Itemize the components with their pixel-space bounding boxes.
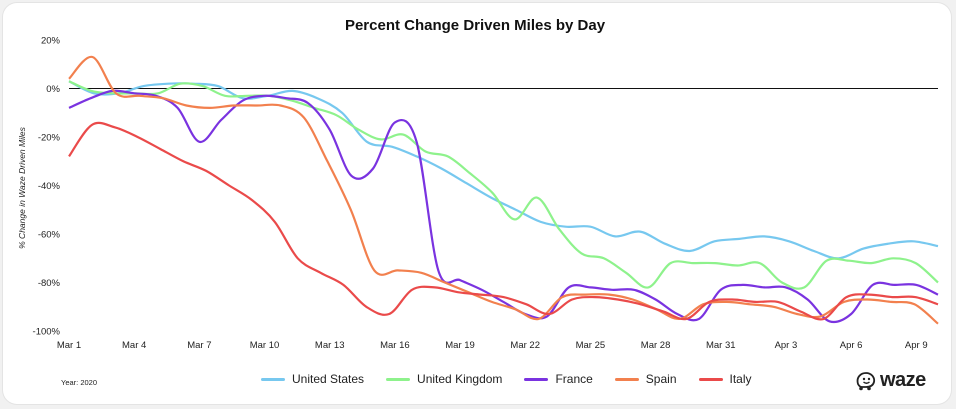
waze-logo-text: waze	[880, 369, 926, 391]
chart-card: Percent Change Driven Miles by Day % Cha…	[3, 3, 951, 404]
y-tick-label: -40%	[38, 181, 61, 192]
x-tick-label: Mar 19	[445, 340, 475, 351]
series-line-united-kingdom	[68, 80, 939, 290]
legend-swatch	[261, 377, 285, 381]
series-line-italy	[68, 121, 939, 321]
legend: United States United Kingdom France Spain It…	[261, 372, 752, 386]
series-line-united-states	[68, 80, 939, 260]
x-tick-label: Mar 25	[576, 340, 606, 351]
series-line-spain	[68, 55, 939, 325]
x-tick-label: Mar 28	[641, 340, 671, 351]
legend-swatch	[524, 377, 549, 381]
y-tick-label: 0%	[46, 84, 60, 95]
x-tick-label: Mar 10	[250, 340, 280, 351]
y-tick-label: -60%	[38, 230, 61, 241]
legend-label: Italy	[729, 372, 752, 386]
x-tick-label: Mar 7	[187, 340, 211, 351]
x-tick-label: Mar 31	[706, 340, 736, 351]
legend-swatch	[698, 377, 723, 381]
plot-area: 20% 0% -20% -40% -60% -80% -100% Mar 1 Mar 4 Mar…	[33, 36, 939, 351]
legend-item-united-states: United States	[261, 372, 364, 386]
chart-title: Percent Change Driven Miles by Day	[344, 17, 606, 34]
legend-swatch	[386, 377, 411, 381]
y-tick-label: -20%	[38, 133, 61, 144]
waze-smiley-icon	[856, 371, 876, 390]
legend-label: Spain	[645, 372, 677, 386]
x-tick-label: Apr 9	[905, 340, 928, 351]
series-line-france	[68, 89, 939, 324]
y-tick-label: 20%	[41, 36, 61, 47]
legend-item-united-kingdom: United Kingdom	[386, 372, 502, 386]
legend-item-france: France	[524, 372, 593, 386]
legend-swatch	[614, 377, 639, 381]
x-tick-label: Mar 1	[57, 340, 81, 351]
x-tick-label: Mar 22	[510, 340, 540, 351]
legend-label: France	[555, 372, 593, 386]
x-tick-label: Apr 6	[840, 340, 863, 351]
waze-logo: waze	[855, 369, 926, 392]
x-tick-label: Mar 4	[122, 340, 146, 351]
legend-item-italy: Italy	[698, 372, 752, 386]
x-tick-label: Mar 13	[315, 340, 345, 351]
legend-label: United States	[292, 372, 365, 386]
y-tick-label: -80%	[38, 278, 61, 289]
year-note: Year: 2020	[61, 378, 98, 387]
legend-item-spain: Spain	[614, 372, 677, 386]
y-tick-label: -100%	[33, 327, 61, 338]
x-tick-label: Mar 16	[380, 340, 410, 351]
x-tick-label: Apr 3	[775, 340, 798, 351]
legend-label: United Kingdom	[417, 372, 503, 386]
